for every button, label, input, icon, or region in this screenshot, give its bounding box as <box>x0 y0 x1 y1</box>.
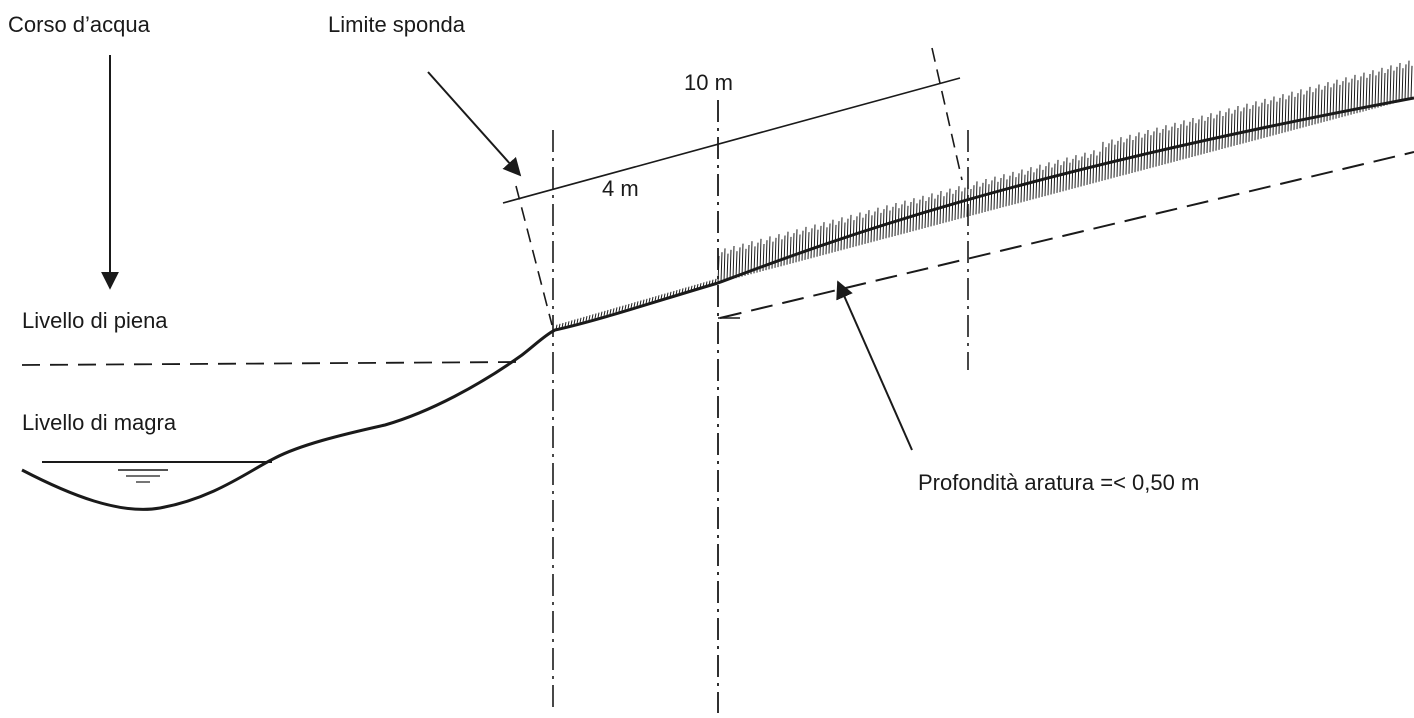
ground-profile <box>21 96 1414 511</box>
dimension-line <box>502 77 961 204</box>
flood-level-line <box>21 361 521 366</box>
bank-limit-label: Limite sponda <box>328 12 465 37</box>
flood-level-label: Livello di piena <box>22 308 168 333</box>
four-meter-label: 4 m <box>602 176 639 201</box>
outer-projection-dashed-line <box>931 47 963 181</box>
plough-depth-line <box>719 151 1414 319</box>
grass-strokes <box>555 60 1413 330</box>
plough-depth-label: Profondità aratura =< 0,50 m <box>918 470 1200 495</box>
water-level-symbol <box>118 469 168 483</box>
watercourse-label: Corso d’acqua <box>8 12 150 37</box>
vegetation-hatching <box>555 60 1413 330</box>
bank-limit-arrow <box>427 71 522 177</box>
ten-meter-label: 10 m <box>684 70 733 95</box>
bank-projection-dashed-line <box>515 185 553 326</box>
low-water-level-label: Livello di magra <box>22 410 177 435</box>
plough-depth-arrow <box>836 280 913 451</box>
